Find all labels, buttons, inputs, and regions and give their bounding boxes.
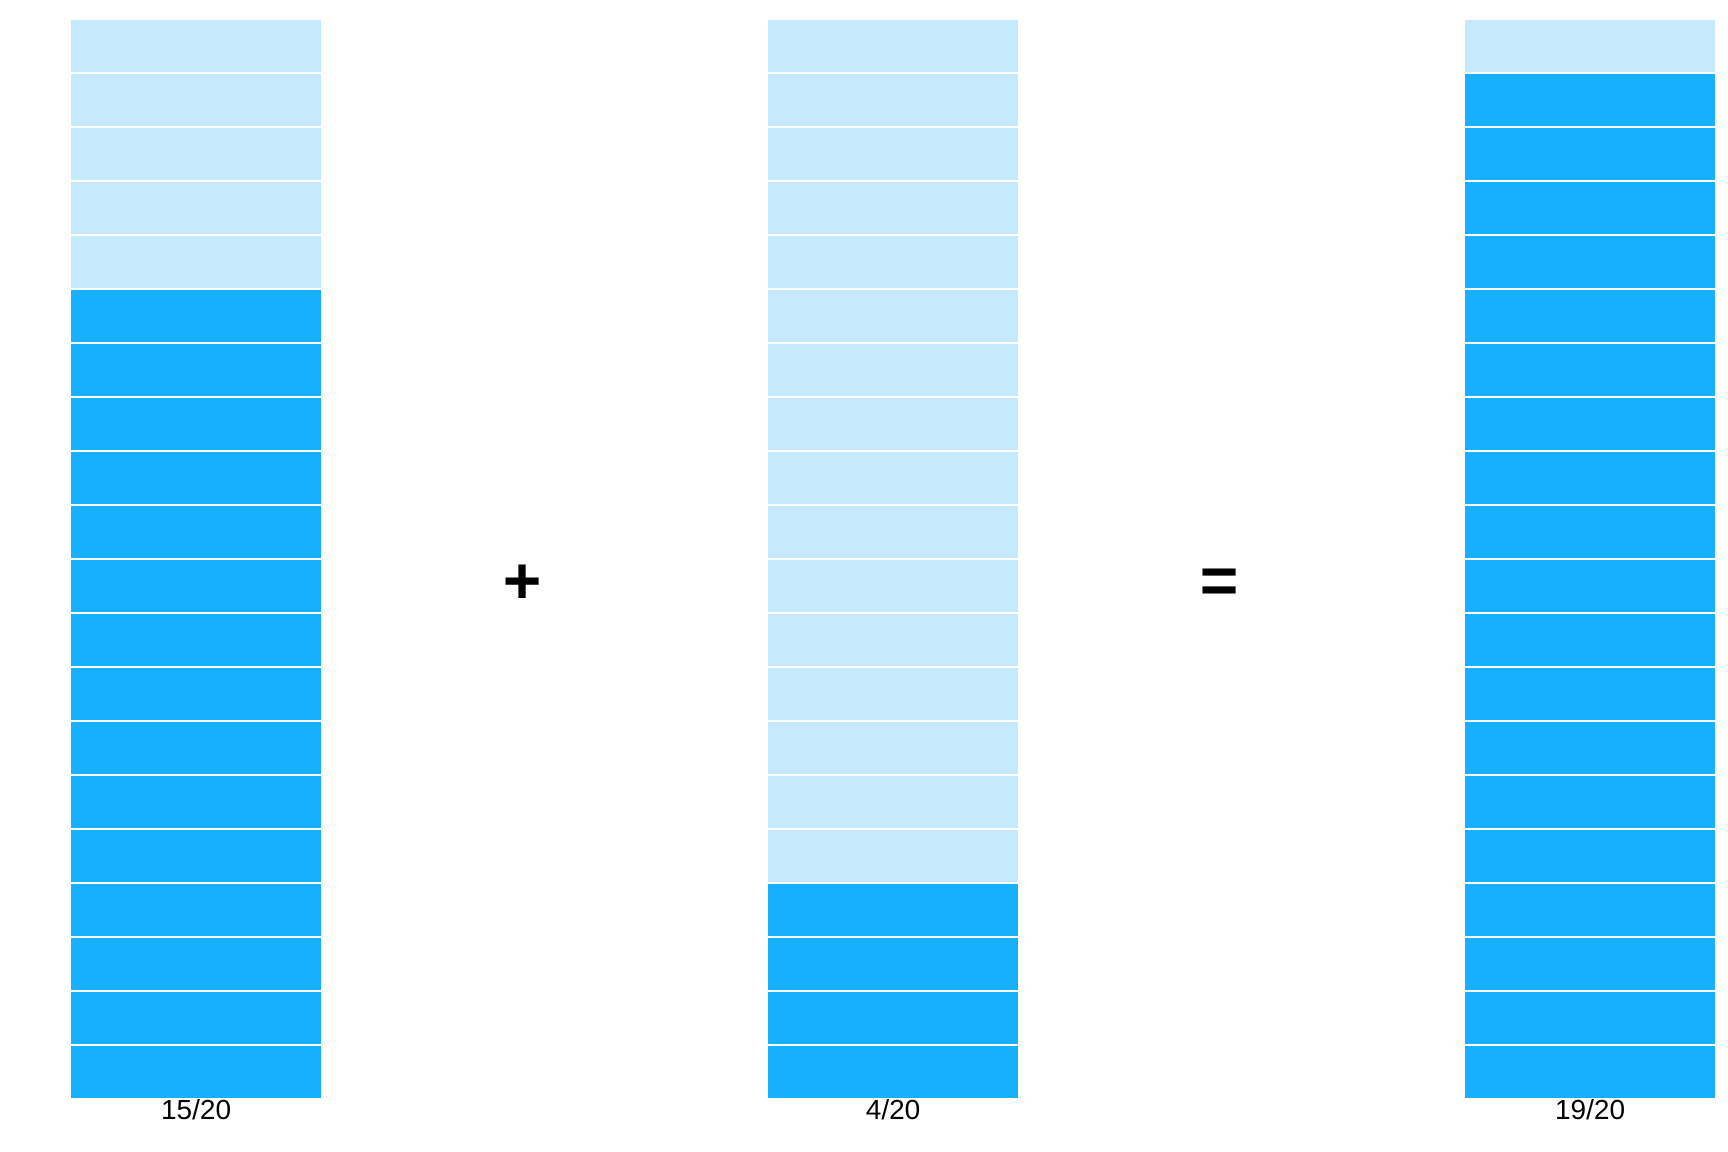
filled-segment — [1465, 830, 1715, 882]
fraction-bar-addend-1 — [71, 20, 321, 1098]
filled-segment — [768, 938, 1018, 990]
filled-segment — [71, 1046, 321, 1098]
filled-segment — [1465, 236, 1715, 288]
empty-segment — [768, 560, 1018, 612]
empty-segment — [768, 74, 1018, 126]
filled-segment — [1465, 290, 1715, 342]
empty-segment — [768, 776, 1018, 828]
empty-segment — [71, 74, 321, 126]
fraction-label-sum: 19/20 — [1554, 1094, 1626, 1125]
filled-segment — [71, 506, 321, 558]
filled-segment — [71, 398, 321, 450]
filled-segment — [71, 992, 321, 1044]
empty-segment — [768, 290, 1018, 342]
empty-segment — [768, 20, 1018, 72]
empty-segment — [768, 506, 1018, 558]
filled-segment — [71, 722, 321, 774]
filled-segment — [768, 884, 1018, 936]
empty-segment — [768, 668, 1018, 720]
fraction-bar-sum — [1465, 20, 1715, 1098]
filled-segment — [1465, 128, 1715, 180]
filled-segment — [1465, 182, 1715, 234]
filled-segment — [1465, 398, 1715, 450]
filled-segment — [1465, 74, 1715, 126]
filled-segment — [768, 1046, 1018, 1098]
empty-segment — [768, 182, 1018, 234]
filled-segment — [768, 992, 1018, 1044]
filled-segment — [1465, 1046, 1715, 1098]
fraction-bar-addend-2 — [768, 20, 1018, 1098]
fraction-label-addend-1: 15/20 — [160, 1094, 232, 1125]
filled-segment — [1465, 614, 1715, 666]
filled-segment — [71, 290, 321, 342]
filled-segment — [71, 344, 321, 396]
empty-segment — [71, 182, 321, 234]
filled-segment — [1465, 938, 1715, 990]
filled-segment — [1465, 560, 1715, 612]
filled-segment — [1465, 992, 1715, 1044]
filled-segment — [71, 884, 321, 936]
fraction-label-addend-2: 4/20 — [865, 1094, 921, 1125]
filled-segment — [71, 668, 321, 720]
empty-segment — [768, 398, 1018, 450]
equals-sign: = — [1199, 543, 1239, 617]
empty-segment — [71, 236, 321, 288]
empty-segment — [768, 830, 1018, 882]
filled-segment — [1465, 452, 1715, 504]
empty-segment — [1465, 20, 1715, 72]
filled-segment — [1465, 884, 1715, 936]
empty-segment — [768, 236, 1018, 288]
empty-segment — [768, 452, 1018, 504]
filled-segment — [1465, 722, 1715, 774]
filled-segment — [71, 938, 321, 990]
filled-segment — [71, 614, 321, 666]
filled-segment — [71, 776, 321, 828]
empty-segment — [768, 128, 1018, 180]
filled-segment — [1465, 344, 1715, 396]
plus-sign: + — [502, 543, 542, 617]
empty-segment — [768, 722, 1018, 774]
empty-segment — [768, 344, 1018, 396]
empty-segment — [768, 614, 1018, 666]
filled-segment — [1465, 506, 1715, 558]
filled-segment — [1465, 776, 1715, 828]
filled-segment — [71, 452, 321, 504]
empty-segment — [71, 20, 321, 72]
filled-segment — [1465, 668, 1715, 720]
empty-segment — [71, 128, 321, 180]
filled-segment — [71, 560, 321, 612]
filled-segment — [71, 830, 321, 882]
